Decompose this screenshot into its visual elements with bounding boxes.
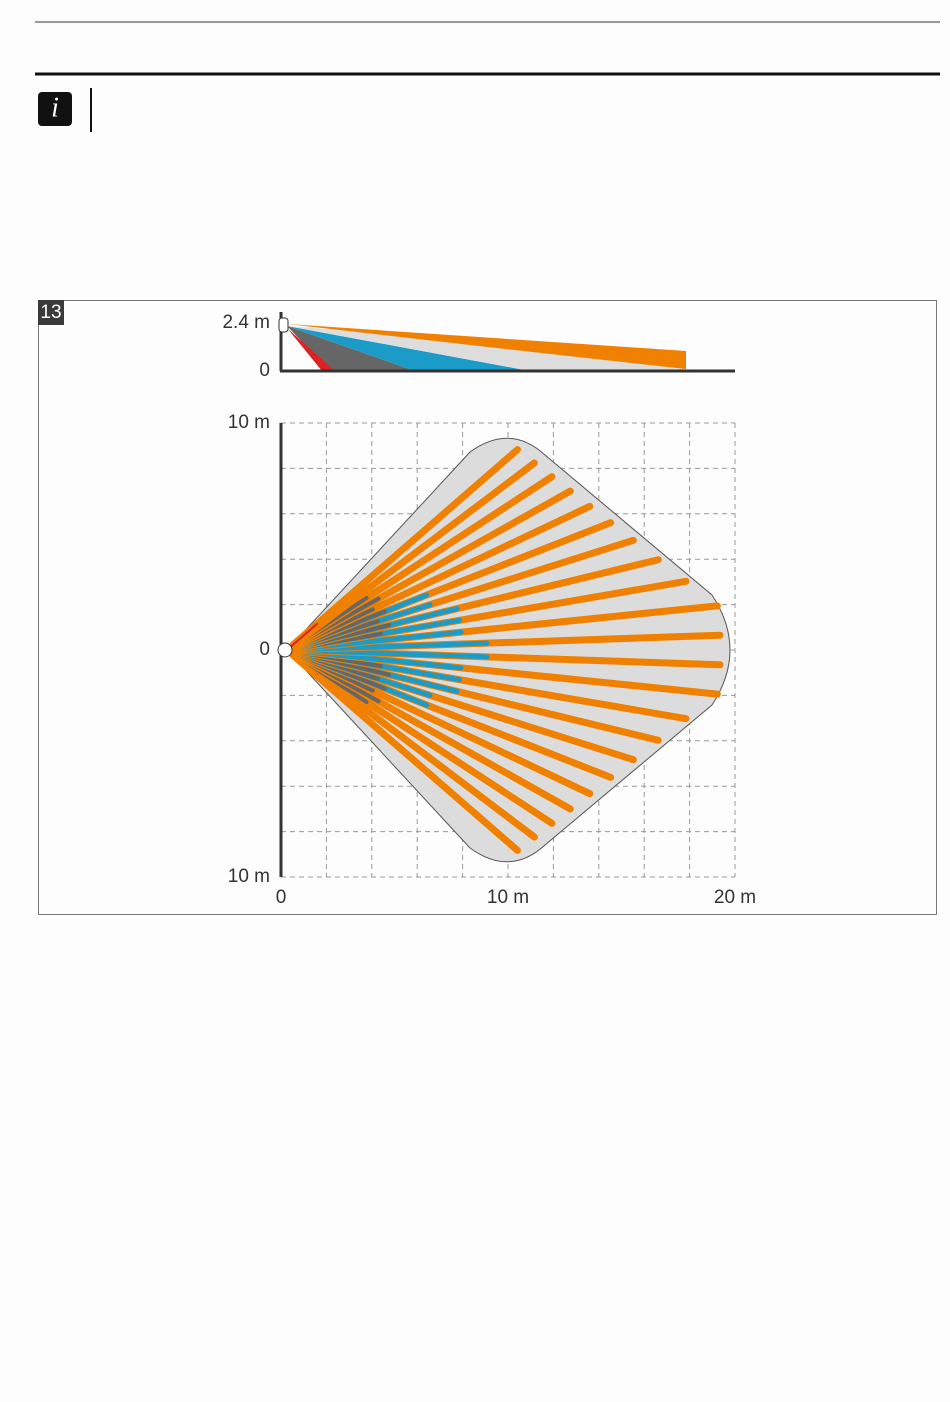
- info-icon: [38, 92, 72, 126]
- beam: [287, 328, 335, 371]
- x-label: 0: [276, 887, 287, 908]
- beam: [287, 326, 686, 371]
- beam: [289, 446, 522, 649]
- y-label: 0: [259, 639, 270, 660]
- beam: [289, 459, 538, 649]
- info-icon-letter: i: [51, 92, 59, 123]
- y-label: 10 m: [228, 866, 270, 887]
- x-label: 10 m: [487, 887, 529, 908]
- y-label: 10 m: [228, 412, 270, 433]
- figure-number-box: [38, 300, 64, 325]
- side-view: 2.4 m 0: [222, 312, 735, 381]
- beam: [287, 324, 686, 369]
- y-label: 2.4 m: [222, 312, 270, 333]
- x-label: 20 m: [714, 887, 756, 908]
- beam: [289, 651, 522, 854]
- beam: [289, 622, 319, 649]
- sensor: [278, 317, 289, 333]
- y-label: 0: [259, 360, 270, 381]
- figure-frame: [38, 300, 937, 915]
- figure-number: 13: [40, 302, 61, 323]
- beam: [289, 651, 538, 841]
- top-view: [286, 437, 731, 863]
- sensor: [277, 642, 293, 658]
